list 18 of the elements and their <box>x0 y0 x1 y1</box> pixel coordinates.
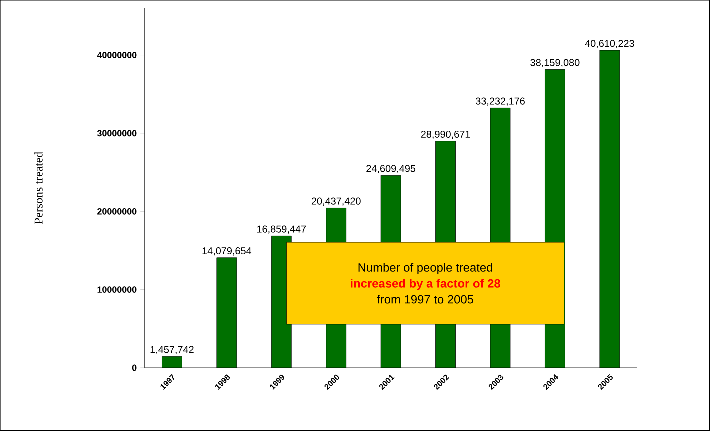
y-axis-title: Persons treated <box>34 152 43 224</box>
data-label: 28,990,671 <box>421 130 470 140</box>
annotation: increased by a factor of 28 <box>351 278 500 290</box>
y-tick-label: 20000000 <box>98 208 137 215</box>
annotation: Number of people treated <box>358 263 492 274</box>
y-tick-label: 0 <box>132 364 137 372</box>
y-tick-label: 40000000 <box>97 52 137 58</box>
data-label: 14,079,654 <box>202 247 252 256</box>
data-label: 33,232,176 <box>476 98 525 106</box>
y-tick-label: 10000000 <box>98 286 137 293</box>
y-tick-label: 30000000 <box>97 130 137 136</box>
data-label: 38,159,080 <box>530 59 580 68</box>
data-label: 40,610,223 <box>585 40 634 48</box>
data-label: 24,609,495 <box>366 165 416 174</box>
data-label: 1,457,742 <box>150 346 194 354</box>
annotation: from 1997 to 2005 <box>377 294 474 304</box>
data-label: 16,859,447 <box>258 226 306 234</box>
data-label: 20,437,420 <box>312 198 361 206</box>
